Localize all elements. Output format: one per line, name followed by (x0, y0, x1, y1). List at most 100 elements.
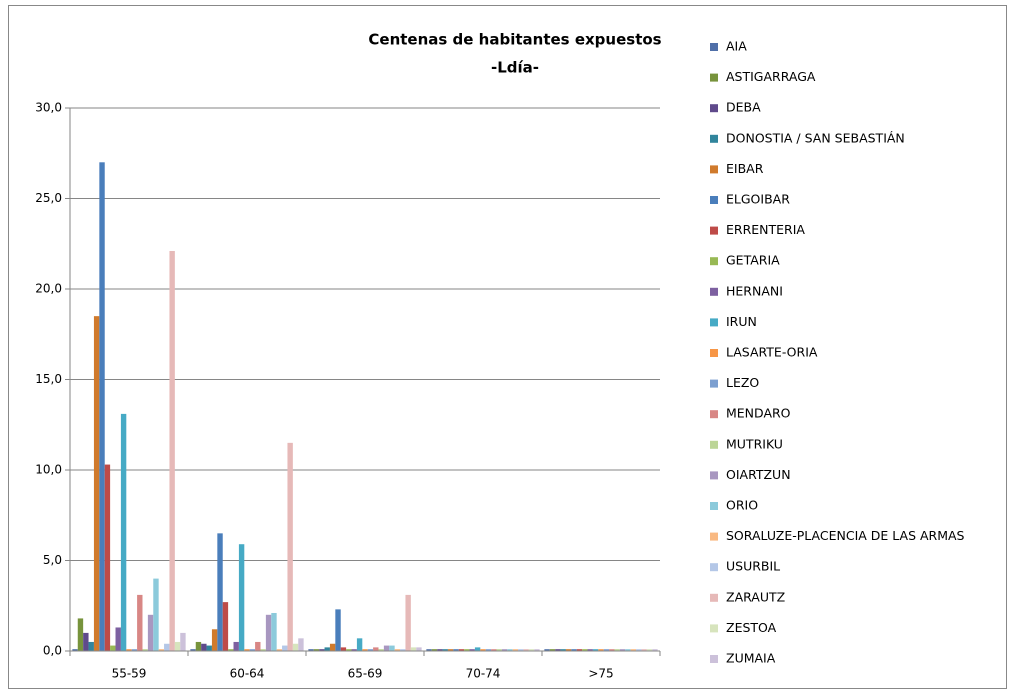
bar (131, 649, 138, 651)
bar (335, 609, 341, 651)
bar (512, 649, 519, 651)
bar (340, 647, 347, 651)
bar (405, 594, 411, 651)
legend-label: ZESTOA (726, 620, 777, 635)
bar (88, 641, 94, 651)
bar (147, 614, 154, 651)
bar (447, 649, 454, 651)
bar (206, 645, 212, 651)
legend-swatch (710, 318, 718, 327)
bar (115, 627, 121, 651)
bar (104, 464, 111, 651)
legend-label: ASTIGARRAGA (726, 69, 816, 84)
bar (93, 316, 100, 651)
y-tick-label: 25,0 (35, 191, 62, 205)
x-tick-label: >75 (588, 667, 613, 681)
bar (641, 649, 647, 651)
bar (576, 649, 583, 651)
bar (636, 649, 642, 651)
legend-label: ELGOIBAR (726, 192, 790, 207)
bar (501, 649, 508, 651)
y-tick-label: 10,0 (35, 463, 62, 477)
bar (630, 649, 637, 651)
legend-swatch (710, 257, 718, 266)
bar (598, 649, 604, 651)
legend-label: MENDARO (726, 406, 791, 421)
bar (99, 162, 105, 652)
legend-label: USURBIL (726, 559, 780, 574)
bar (442, 649, 448, 651)
bar (410, 647, 417, 651)
bar (549, 649, 556, 651)
legend-label: GETARIA (726, 253, 780, 268)
bar (174, 641, 181, 651)
legend-label: ZARAUTZ (726, 589, 785, 604)
legend-label: HERNANI (726, 283, 783, 298)
legend-swatch (710, 73, 718, 82)
bar (137, 594, 143, 651)
legend-label: AIA (726, 39, 747, 54)
bar (560, 649, 566, 651)
bar (603, 649, 610, 651)
bar (362, 649, 368, 651)
bar (287, 442, 293, 651)
y-tick-label: 0,0 (43, 644, 62, 658)
legend-label: SORALUZE-PLACENCIA DE LAS ARMAS (726, 528, 965, 543)
bar (480, 649, 486, 651)
bar (83, 632, 89, 651)
legend-swatch (710, 471, 718, 480)
bar (265, 614, 272, 651)
legend-label: DEBA (726, 100, 761, 115)
chart-subtitle: -Ldía- (491, 59, 539, 77)
bar (619, 649, 626, 651)
bar (292, 643, 299, 651)
legend-label: IRUN (726, 314, 757, 329)
legend-swatch (710, 196, 718, 204)
legend-swatch (710, 349, 718, 357)
bar (609, 649, 615, 651)
legend-label: LASARTE-ORIA (726, 345, 818, 360)
bar (180, 632, 186, 651)
y-tick-label: 20,0 (35, 282, 62, 296)
bar (276, 649, 283, 651)
bar (142, 649, 148, 651)
bar (528, 649, 535, 651)
bar (469, 649, 475, 651)
bar (308, 649, 314, 651)
bar (496, 649, 502, 651)
bar (228, 649, 234, 651)
bar (555, 649, 561, 651)
legend-label: MUTRIKU (726, 436, 783, 451)
bar (201, 643, 207, 651)
bar (110, 645, 116, 651)
bar (346, 649, 352, 651)
bar (282, 645, 288, 651)
bar (464, 649, 470, 651)
bar (373, 647, 379, 651)
legend-label: ZUMAIA (726, 651, 776, 666)
bar (426, 649, 432, 651)
bar (77, 618, 84, 651)
bar (544, 649, 550, 651)
bar (190, 649, 196, 651)
bar (400, 649, 406, 651)
legend-label: ORIO (726, 498, 758, 513)
bar (507, 649, 513, 651)
bar (485, 649, 492, 651)
y-tick-label: 15,0 (35, 372, 62, 386)
y-tick-label: 5,0 (43, 553, 62, 567)
bar (389, 645, 395, 651)
bar (298, 638, 304, 651)
bar (126, 649, 132, 651)
bar (646, 649, 653, 651)
bar (614, 649, 620, 651)
legend-swatch (710, 104, 718, 113)
legend-swatch (710, 165, 718, 174)
legend-swatch (710, 379, 718, 388)
legend-swatch (710, 43, 718, 51)
legend-label: DONOSTIA / SAN SEBASTIÁN (726, 130, 905, 145)
bar (592, 649, 599, 651)
bar (491, 649, 497, 651)
bar (416, 647, 422, 651)
bar (324, 647, 330, 651)
